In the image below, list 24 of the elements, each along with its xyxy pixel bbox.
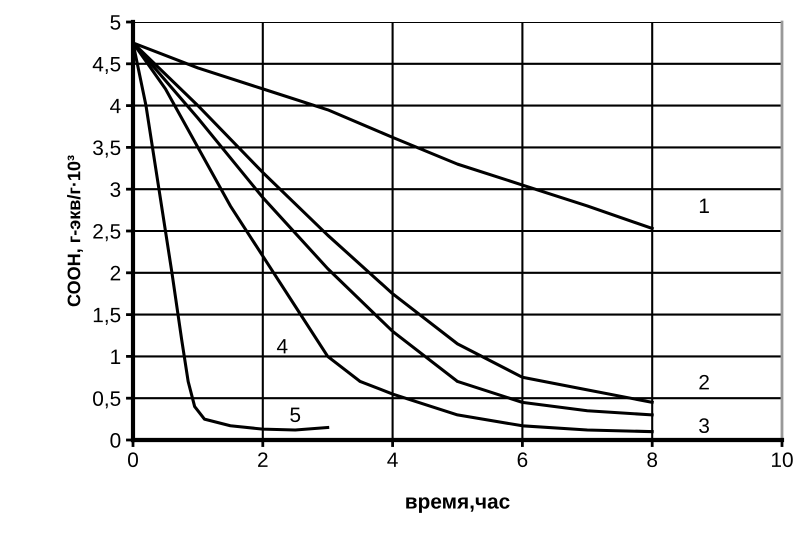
series-label: 5	[290, 408, 300, 422]
text: 3	[699, 418, 709, 434]
y-tick-label: 0,5	[93, 391, 120, 408]
y-tick-label: 1	[111, 350, 120, 364]
y-axis-title: СООН, г-экв/г·10³	[67, 155, 83, 306]
text: 1	[700, 198, 709, 213]
y-tick-label: 3,5	[93, 140, 120, 158]
x-axis-title: время,час	[406, 497, 510, 513]
y-tick-label: 4	[110, 98, 121, 114]
y-tick-label: 1,5	[94, 308, 120, 325]
y-tick-label: 0	[110, 433, 120, 448]
y-tick-label: 3	[110, 182, 120, 197]
y-tick-label: 5	[110, 15, 120, 30]
x-tick-label: 8	[647, 452, 658, 468]
y-tick-label: 2,5	[93, 224, 120, 242]
x-tick-label: 10	[772, 452, 793, 468]
x-tick-label: 6	[518, 452, 528, 468]
y-tick-label: 4,5	[92, 57, 120, 74]
x-tick-label: 4	[387, 452, 398, 467]
text: 2	[699, 374, 709, 390]
series-label: 4	[276, 339, 288, 354]
y-tick-label: 2	[110, 266, 120, 280]
x-tick-label: 0	[128, 452, 138, 468]
x-tick-label: 2	[258, 452, 268, 467]
